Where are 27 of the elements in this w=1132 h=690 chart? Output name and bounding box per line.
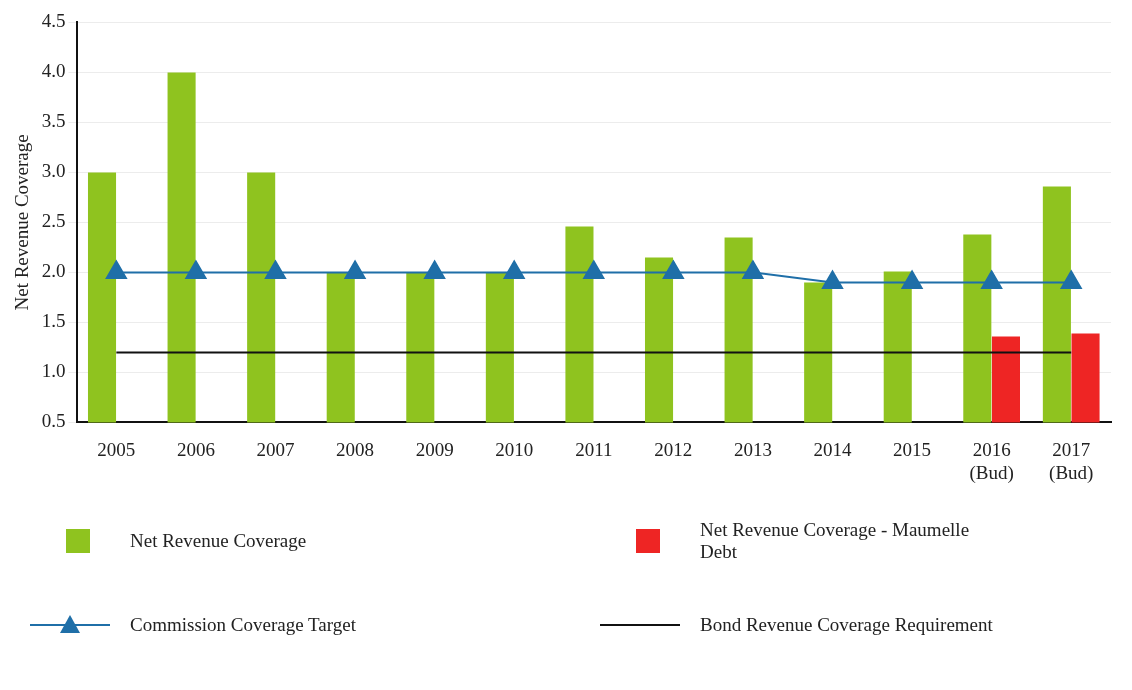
y-tick-label: 1.5: [41, 310, 66, 332]
x-tick-label: 2014: [813, 438, 852, 460]
x-tick-label: 2007: [256, 438, 295, 460]
legend-label: Bond Revenue Coverage Requirement: [700, 614, 993, 636]
x-tick-label: 2016 (Bud): [969, 438, 1014, 484]
legend-label: Commission Coverage Target: [130, 614, 356, 636]
y-tick-label: 0.5: [41, 410, 66, 432]
x-tick-label: 2011: [575, 438, 613, 460]
legend-label: Net Revenue Coverage: [130, 530, 307, 552]
y-axis-title: Net Revenue Coverage: [11, 134, 33, 311]
y-tick-label: 4.5: [41, 10, 66, 32]
y-tick-label: 3.5: [41, 110, 66, 132]
y-tick-label: 4.0: [41, 60, 66, 82]
y-tick-label: 3.0: [41, 160, 66, 182]
x-tick-label: 2012: [654, 438, 693, 460]
x-tick-label: 2006: [176, 438, 215, 460]
legend-label: Net Revenue Coverage - Maumelle Debt: [700, 519, 971, 563]
x-tick-label: 2013: [733, 438, 772, 460]
x-tick-label: 2017 (Bud): [1049, 438, 1094, 484]
x-tick-label: 2005: [97, 438, 136, 460]
y-tick-label: 2.0: [41, 260, 66, 282]
x-tick-label: 2008: [336, 438, 375, 460]
x-tick-label: 2015: [893, 438, 932, 460]
y-tick-label: 1.0: [41, 360, 66, 382]
x-tick-label: 2009: [415, 438, 454, 460]
x-tick-label: 2010: [495, 438, 534, 460]
y-tick-label: 2.5: [41, 210, 66, 232]
